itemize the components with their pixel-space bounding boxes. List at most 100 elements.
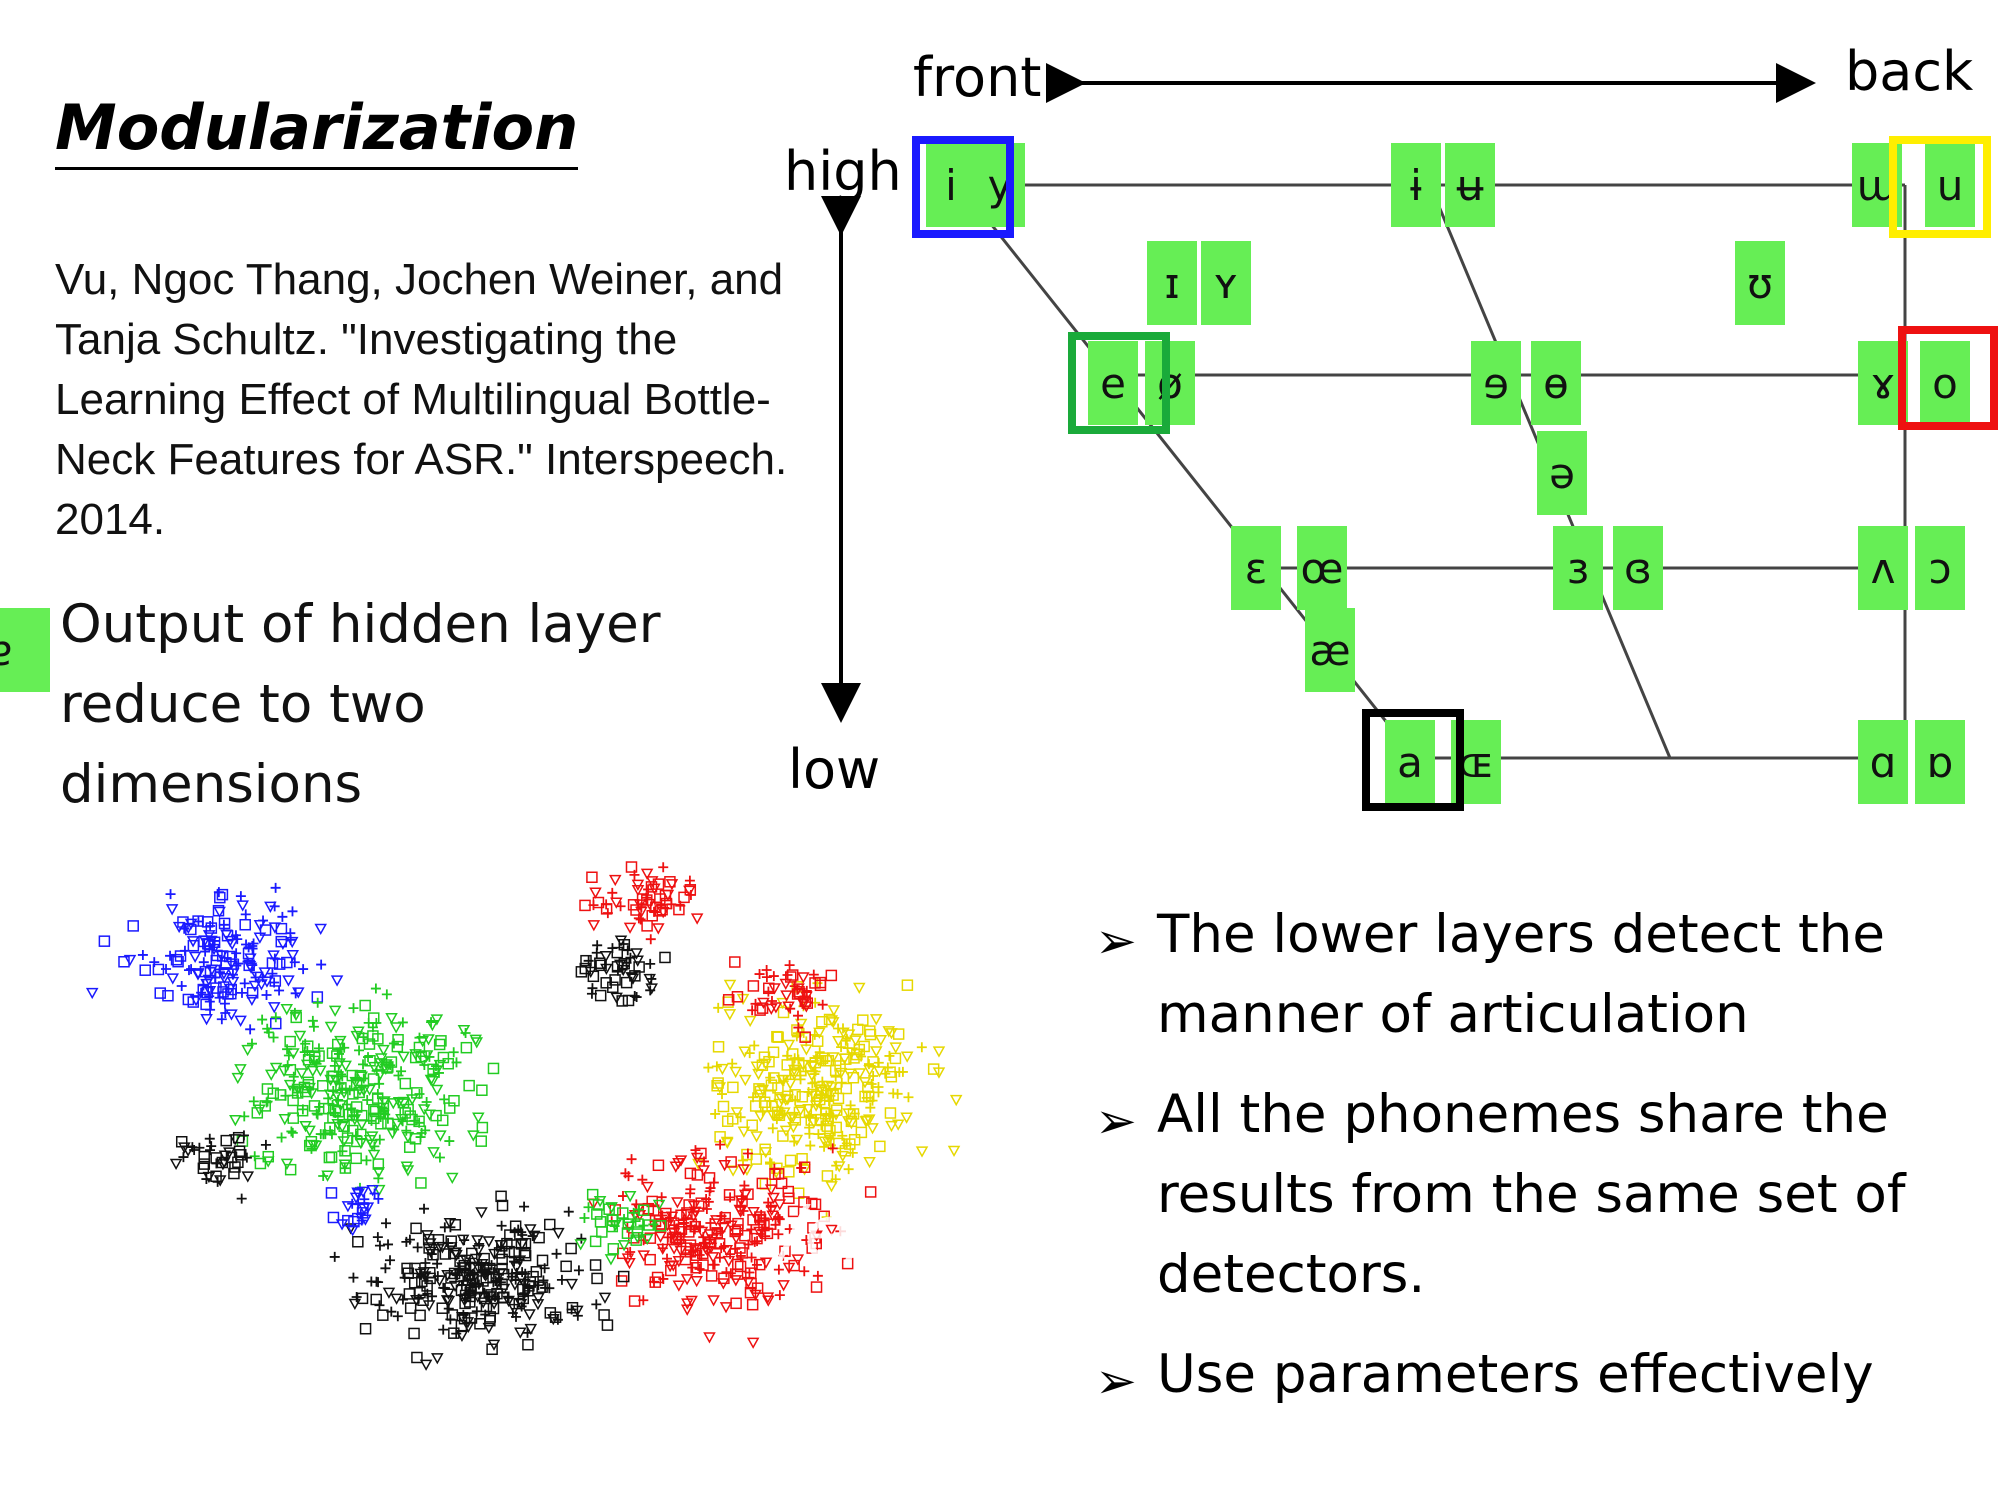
scatter-point [620, 1168, 631, 1179]
front-label: front [913, 46, 1041, 109]
scatter-point [810, 1281, 823, 1293]
bullet-item: ➢ The lower layers detect the manner of a… [1095, 895, 1955, 1055]
scatter-point [510, 1262, 523, 1274]
scatter-point [223, 983, 237, 996]
scatter-point [739, 1180, 750, 1191]
scatter-point [253, 1104, 266, 1116]
bullet-text: All the phonemes share the results from … [1157, 1084, 1906, 1305]
scatter-point [274, 985, 285, 996]
scatter-point [800, 1044, 813, 1056]
vowel-box [1915, 720, 1965, 804]
scatter-point [410, 1294, 423, 1307]
scatter-point [245, 994, 259, 1006]
scatter-point [825, 1224, 838, 1237]
scatter-point [261, 1156, 275, 1168]
scatter-point [759, 1058, 772, 1070]
scatter-point [764, 1184, 778, 1196]
scatter-point [314, 923, 327, 936]
scatter-point [359, 1322, 372, 1335]
scatter-point [456, 1234, 470, 1246]
scatter-point [225, 1009, 238, 1021]
scatter-point [757, 1106, 768, 1117]
scatter-point [806, 1088, 820, 1101]
scatter-point [175, 1136, 188, 1148]
scatter-point [411, 1351, 423, 1364]
scatter-point [287, 1048, 300, 1060]
scatter-point [716, 1089, 727, 1100]
scatter-point [866, 1123, 879, 1135]
scatter-point [738, 1155, 749, 1166]
scatter-point [366, 1185, 379, 1197]
scatter-point [813, 1129, 824, 1140]
scatter-point [433, 1067, 444, 1078]
scatter-point [432, 1258, 443, 1269]
scatter-point [665, 1211, 679, 1223]
scatter-point [205, 922, 218, 934]
scatter-point [664, 876, 676, 888]
scatter-point [350, 1030, 364, 1043]
scatter-point [154, 987, 166, 999]
scatter-point [932, 1046, 946, 1058]
scatter-point [729, 1232, 743, 1245]
scatter-point [286, 1126, 297, 1137]
scatter-point [831, 1160, 842, 1171]
scatter-point [283, 1079, 297, 1092]
scatter-point [321, 1170, 334, 1182]
scatter-point [766, 1110, 780, 1122]
scatter-point [617, 1240, 631, 1252]
scatter-point [350, 1152, 362, 1165]
scatter-point [852, 982, 866, 995]
scatter-point [495, 1190, 507, 1203]
scatter-point [821, 1212, 832, 1223]
scatter-point [404, 1302, 417, 1314]
scatter-point [217, 981, 230, 993]
scatter-point [947, 1145, 961, 1158]
scatter-point [365, 1131, 379, 1143]
scatter-point [715, 1139, 726, 1150]
vowel-symbol: ə [1549, 449, 1575, 498]
scatter-point [725, 1192, 736, 1203]
scatter-point [445, 1172, 459, 1185]
scatter-point [233, 1145, 246, 1157]
scatter-point [576, 1233, 587, 1244]
scatter-point [249, 1151, 260, 1162]
scatter-point [533, 1231, 545, 1244]
vowel-symbol: ɤ [1870, 359, 1895, 408]
scatter-point [202, 1171, 216, 1184]
scatter-point [220, 929, 233, 941]
scatter-point [836, 1042, 847, 1053]
scatter-point [644, 1253, 656, 1266]
scatter-point [573, 1265, 584, 1276]
scatter-point [297, 1104, 308, 1115]
scatter-point [178, 1142, 191, 1154]
scatter-point [711, 1227, 724, 1239]
vowel-box [1385, 720, 1435, 804]
scatter-point [415, 1177, 427, 1189]
scatter-point [631, 884, 645, 897]
scatter-point [363, 1017, 374, 1028]
scatter-point [789, 981, 800, 992]
vowel-symbol: ɘ [1483, 359, 1509, 408]
scatter-point [354, 1045, 365, 1056]
scatter-point [747, 980, 760, 992]
scatter-point [625, 861, 638, 873]
scatter-point [339, 1145, 351, 1157]
scatter-point [756, 1002, 769, 1014]
scatter-point [781, 1090, 794, 1103]
scatter-point [678, 891, 690, 904]
scatter-point [734, 1195, 748, 1207]
vowel-box [1915, 526, 1965, 610]
scatter-point [368, 1012, 380, 1024]
scatter-point [372, 1167, 385, 1179]
scatter-point [303, 1139, 316, 1152]
scatter-point [719, 1302, 733, 1314]
scatter-point [373, 1069, 387, 1081]
scatter-point [782, 1001, 795, 1013]
scatter-point [436, 1114, 449, 1127]
scatter-point [735, 1250, 746, 1261]
scatter-point [662, 1253, 673, 1264]
scatter-point [261, 989, 272, 1000]
scatter-point [496, 1262, 508, 1275]
scatter-point [722, 994, 735, 1006]
scatter-point [433, 1241, 446, 1254]
